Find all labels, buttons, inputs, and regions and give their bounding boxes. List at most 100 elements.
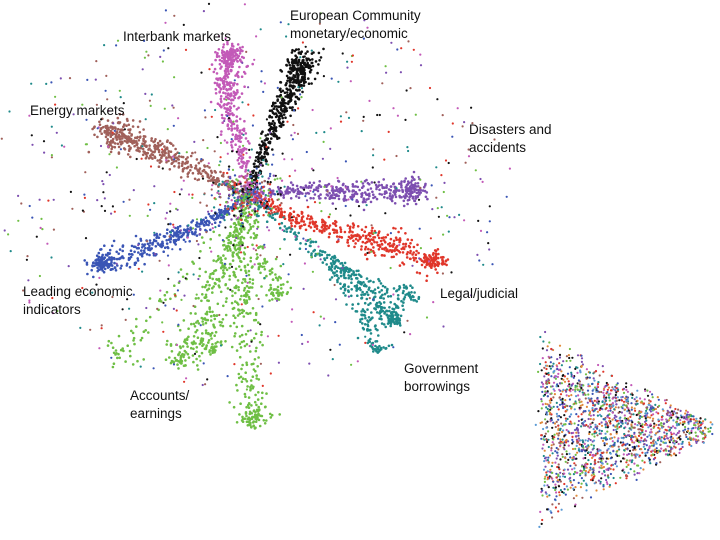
data-point bbox=[246, 281, 249, 284]
data-point bbox=[351, 193, 355, 197]
data-point bbox=[143, 39, 146, 43]
data-point bbox=[318, 22, 321, 25]
data-point bbox=[372, 350, 375, 353]
data-point bbox=[374, 183, 378, 187]
data-point bbox=[240, 303, 243, 306]
data-point bbox=[171, 144, 175, 147]
data-point bbox=[400, 186, 403, 189]
data-point bbox=[297, 58, 301, 62]
data-point bbox=[162, 49, 165, 52]
data-point bbox=[379, 346, 383, 350]
data-point bbox=[372, 246, 375, 249]
data-point bbox=[175, 309, 178, 312]
data-point bbox=[170, 142, 173, 145]
data-point bbox=[256, 183, 259, 186]
data-point bbox=[273, 218, 277, 221]
data-point bbox=[342, 291, 346, 295]
data-point bbox=[241, 101, 244, 104]
data-point bbox=[147, 54, 150, 57]
data-point bbox=[280, 202, 283, 205]
data-point bbox=[389, 237, 393, 241]
inset-point bbox=[556, 383, 559, 386]
data-point bbox=[189, 228, 193, 231]
data-point bbox=[262, 419, 266, 422]
data-point bbox=[367, 197, 370, 201]
data-point bbox=[223, 272, 226, 275]
data-point bbox=[344, 160, 347, 163]
data-point bbox=[376, 185, 380, 188]
data-point bbox=[366, 328, 369, 331]
data-point bbox=[186, 156, 189, 159]
data-point bbox=[96, 266, 99, 270]
data-point bbox=[289, 253, 292, 256]
data-point bbox=[237, 255, 241, 259]
data-point bbox=[165, 290, 169, 294]
data-point bbox=[261, 305, 264, 308]
data-point bbox=[193, 140, 196, 143]
inset-point bbox=[550, 447, 553, 450]
data-point bbox=[93, 125, 96, 128]
data-point bbox=[419, 53, 422, 56]
data-point bbox=[392, 190, 396, 194]
data-point bbox=[366, 308, 369, 311]
data-point bbox=[168, 356, 171, 359]
data-point bbox=[251, 265, 254, 268]
data-point bbox=[263, 147, 267, 151]
data-point bbox=[262, 214, 265, 217]
data-point bbox=[233, 183, 237, 187]
data-point bbox=[383, 190, 387, 193]
data-point bbox=[346, 185, 350, 189]
data-point bbox=[387, 130, 390, 133]
data-point bbox=[306, 205, 310, 209]
data-point bbox=[423, 265, 427, 269]
data-point bbox=[383, 292, 387, 296]
data-point bbox=[156, 242, 160, 245]
data-point bbox=[263, 202, 266, 205]
data-point bbox=[259, 191, 263, 194]
data-point bbox=[38, 274, 42, 278]
data-point bbox=[325, 263, 329, 266]
data-point bbox=[463, 219, 466, 222]
data-point bbox=[167, 47, 170, 50]
data-point bbox=[221, 121, 224, 124]
data-point bbox=[311, 108, 314, 112]
data-point bbox=[240, 75, 244, 78]
data-point bbox=[244, 378, 247, 381]
data-point bbox=[225, 98, 228, 101]
data-point bbox=[271, 119, 275, 123]
data-point bbox=[397, 297, 400, 301]
data-point bbox=[258, 143, 261, 147]
data-point bbox=[226, 209, 229, 213]
data-point bbox=[158, 153, 162, 157]
data-point bbox=[183, 338, 187, 342]
data-point bbox=[478, 259, 481, 262]
data-point bbox=[383, 158, 386, 161]
data-point bbox=[378, 279, 381, 283]
data-point bbox=[241, 377, 245, 381]
data-point bbox=[218, 77, 222, 80]
data-point bbox=[265, 204, 269, 208]
data-point bbox=[241, 214, 245, 218]
data-point bbox=[351, 303, 355, 306]
data-point bbox=[247, 214, 250, 217]
data-point bbox=[347, 295, 350, 298]
data-point bbox=[414, 253, 418, 256]
data-point bbox=[205, 231, 208, 234]
data-point bbox=[222, 175, 225, 178]
data-point bbox=[351, 198, 354, 201]
data-point bbox=[278, 203, 282, 207]
data-point bbox=[306, 50, 309, 53]
data-point bbox=[111, 125, 114, 129]
data-point bbox=[222, 104, 225, 107]
data-point bbox=[405, 287, 408, 290]
data-point bbox=[157, 165, 161, 168]
data-point bbox=[153, 185, 156, 188]
data-point bbox=[244, 176, 247, 179]
data-point bbox=[339, 115, 342, 118]
data-point bbox=[220, 261, 224, 265]
data-point bbox=[280, 221, 284, 225]
data-point bbox=[277, 298, 281, 301]
data-point bbox=[360, 297, 363, 300]
data-point bbox=[245, 388, 248, 391]
data-point bbox=[225, 80, 228, 84]
